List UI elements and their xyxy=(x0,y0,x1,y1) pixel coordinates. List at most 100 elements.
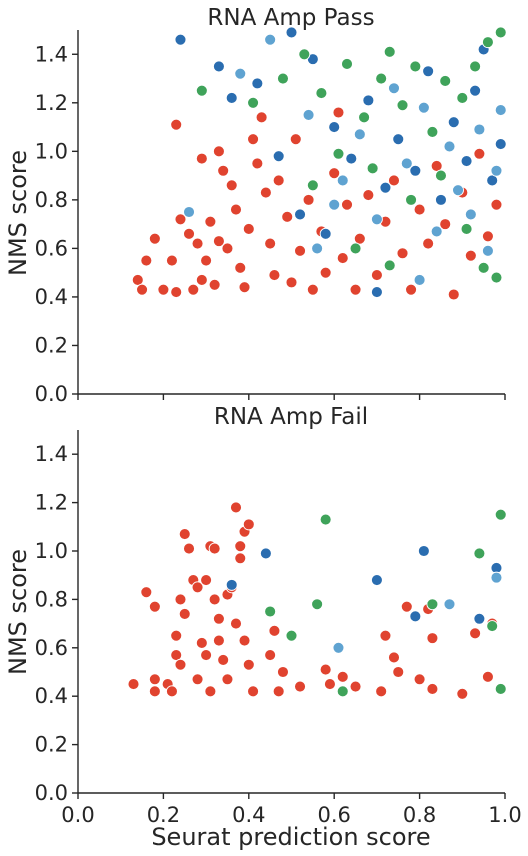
y-tick-label: 0.0 xyxy=(35,781,68,805)
data-point-red xyxy=(195,152,208,165)
axis-ticks: 0.0 0.2 0.4 0.6 0.8 1.0 1.2 1.4 0.0 0.2 0.4 0.6 0.8 1… xyxy=(35,442,522,827)
data-point-red xyxy=(230,501,242,514)
data-point-red xyxy=(140,586,153,599)
data-point-red xyxy=(247,685,260,698)
data-point-green xyxy=(285,629,298,642)
data-point-green xyxy=(358,111,371,124)
y-tick-label: 0.6 xyxy=(35,236,68,260)
data-point-red xyxy=(170,286,183,299)
data-point-red xyxy=(370,269,383,282)
data-point-red xyxy=(191,673,204,686)
data-point-red xyxy=(332,106,345,119)
data-point-dark-blue xyxy=(494,138,507,151)
data-point-green xyxy=(405,193,418,206)
data-point-green xyxy=(494,26,507,39)
data-point-red xyxy=(388,174,400,187)
data-point-red xyxy=(285,276,298,289)
data-point-red xyxy=(178,528,191,541)
data-point-red xyxy=(165,254,178,267)
data-point-green xyxy=(456,91,469,104)
data-point-red xyxy=(362,189,375,201)
data-point-light-blue xyxy=(481,244,494,257)
data-point-red xyxy=(319,266,332,279)
data-point-red xyxy=(183,227,195,240)
data-point-red xyxy=(170,649,183,662)
data-point-green xyxy=(195,84,208,97)
data-point-red xyxy=(127,678,140,691)
data-point-light-blue xyxy=(353,128,366,141)
x-tick-label: 0.8 xyxy=(403,803,436,827)
data-point-green xyxy=(426,598,439,611)
data-point-red xyxy=(353,232,366,245)
data-point-red xyxy=(422,237,435,250)
y-axis-label: NMS score xyxy=(4,549,32,675)
y-tick-label: 1.0 xyxy=(35,539,68,563)
x-axis-label: Seurat prediction score xyxy=(151,823,430,851)
data-point-green xyxy=(306,179,319,192)
data-point-red xyxy=(195,637,208,649)
data-point-red xyxy=(255,111,268,124)
data-point-light-blue xyxy=(452,184,464,197)
data-point-green xyxy=(383,45,396,58)
data-point-red xyxy=(148,232,161,245)
data-point-red xyxy=(264,649,277,662)
data-point-red xyxy=(191,237,204,250)
data-point-dark-blue xyxy=(272,150,285,163)
data-point-dark-blue xyxy=(362,94,375,107)
data-point-dark-blue xyxy=(379,181,392,194)
data-point-light-blue xyxy=(400,157,413,170)
data-point-red xyxy=(212,612,225,625)
data-point-red xyxy=(230,203,242,216)
data-point-green xyxy=(469,60,482,73)
data-point-red xyxy=(328,167,341,180)
data-point-red xyxy=(174,658,187,671)
data-point-dark-blue xyxy=(285,26,298,39)
data-point-red xyxy=(426,682,439,695)
data-point-green xyxy=(383,259,396,272)
data-point-red xyxy=(183,542,195,555)
data-point-dark-blue xyxy=(370,574,383,586)
y-tick-label: 0.8 xyxy=(35,188,68,212)
data-point-dark-blue xyxy=(294,208,306,221)
data-point-green xyxy=(375,72,388,85)
data-point-red xyxy=(272,685,285,698)
data-point-red xyxy=(170,629,183,642)
data-point-red xyxy=(259,186,272,199)
data-point-dark-blue xyxy=(212,60,225,73)
data-point-red xyxy=(405,283,418,296)
data-point-red xyxy=(174,213,187,226)
data-point-red xyxy=(264,237,277,250)
y-tick-label: 0.4 xyxy=(35,285,68,309)
data-point-green xyxy=(494,682,507,695)
data-point-light-blue xyxy=(464,208,477,221)
data-point-dark-blue xyxy=(225,578,238,591)
data-point-red xyxy=(195,273,208,286)
data-point-dark-blue xyxy=(174,33,187,46)
data-point-red xyxy=(400,600,413,613)
data-point-light-blue xyxy=(490,164,503,177)
data-point-dark-blue xyxy=(259,547,272,560)
data-point-dark-blue xyxy=(409,164,422,177)
data-point-red xyxy=(170,118,183,131)
data-point-red xyxy=(375,685,388,698)
data-point-green xyxy=(247,96,260,109)
data-point-red xyxy=(200,649,213,662)
data-point-red xyxy=(230,617,242,630)
data-point-red xyxy=(131,273,144,286)
data-point-green xyxy=(319,513,332,526)
data-point-red xyxy=(341,198,353,211)
data-point-dark-blue xyxy=(392,133,405,146)
y-tick-label: 0.4 xyxy=(35,684,68,708)
data-point-green xyxy=(490,271,503,284)
data-point-red xyxy=(200,574,213,586)
data-point-red xyxy=(212,634,225,647)
data-point-red xyxy=(191,581,204,594)
data-point-red xyxy=(208,542,221,555)
data-point-red xyxy=(217,653,230,666)
data-point-red xyxy=(469,627,482,640)
y-tick-label: 0.6 xyxy=(35,636,68,660)
x-tick-label: 0.2 xyxy=(147,803,180,827)
data-point-red xyxy=(174,593,187,606)
data-point-red xyxy=(481,670,494,683)
